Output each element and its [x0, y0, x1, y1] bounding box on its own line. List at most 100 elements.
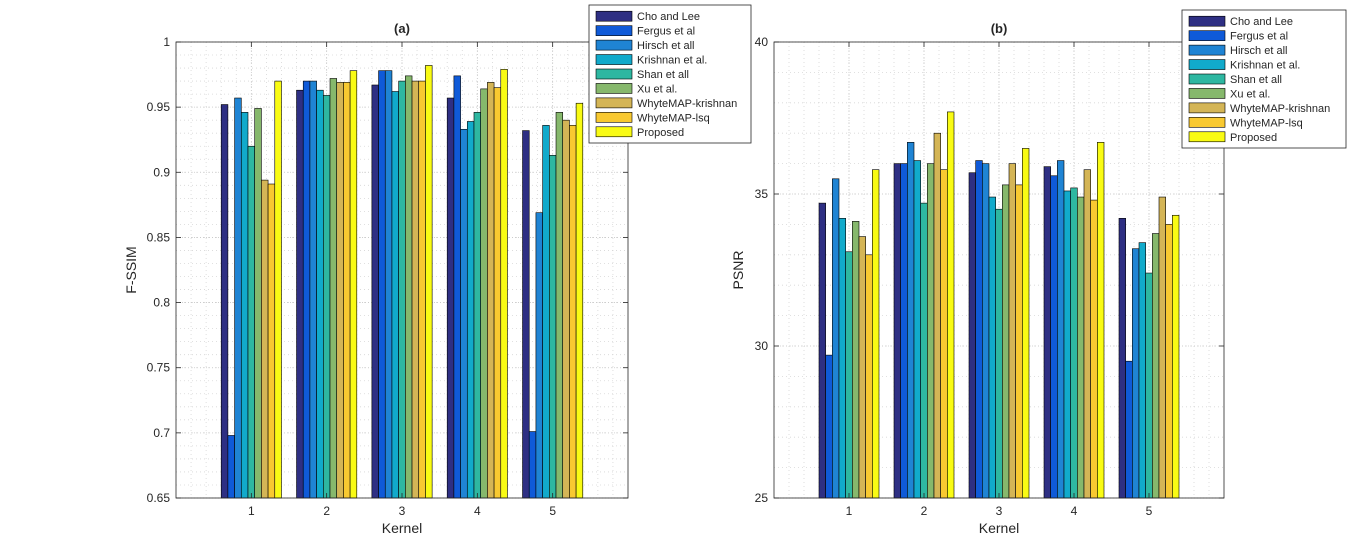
- legend-label: Cho and Lee: [1230, 16, 1293, 28]
- chart-b-xlabel: Kernel: [979, 520, 1019, 536]
- bar: [371, 84, 379, 499]
- bar: [323, 95, 331, 499]
- bar: [1118, 218, 1126, 499]
- bar: [309, 80, 317, 499]
- y-tick-label: 1: [163, 35, 170, 49]
- bar: [900, 163, 908, 499]
- bar: [907, 142, 915, 499]
- y-tick-label: 40: [755, 35, 769, 49]
- y-tick-label: 0.65: [147, 491, 171, 505]
- chart-b-title: (b): [991, 21, 1008, 36]
- legend-label: WhyteMAP-lsq: [637, 112, 710, 124]
- legend-label: Shan et all: [1230, 74, 1282, 86]
- y-tick-label: 30: [755, 339, 769, 353]
- x-tick-label: 2: [921, 504, 928, 518]
- y-tick-label: 0.75: [147, 361, 171, 375]
- chart-a-ylabel: F-SSIM: [123, 246, 139, 293]
- bar: [975, 160, 983, 499]
- y-tick-label: 0.95: [147, 100, 171, 114]
- bar: [378, 70, 386, 499]
- x-tick-label: 1: [248, 504, 255, 518]
- legend-label: Shan et all: [637, 69, 689, 81]
- bar: [528, 431, 537, 499]
- bar: [405, 75, 413, 499]
- bar: [240, 112, 249, 499]
- y-tick-label: 25: [755, 491, 769, 505]
- bar: [893, 163, 901, 499]
- legend-swatch: [1188, 131, 1226, 143]
- legend-swatch: [595, 10, 633, 22]
- bar: [845, 251, 853, 499]
- bar: [818, 202, 826, 499]
- bar: [872, 169, 880, 499]
- bar: [329, 78, 338, 499]
- chart-b-plot-area: 25 30 35 40 1 2 3 4 5: [755, 35, 1225, 518]
- bar: [349, 70, 358, 499]
- bar: [302, 80, 311, 499]
- bar: [418, 80, 426, 499]
- bar: [500, 69, 508, 499]
- bar: [1043, 166, 1051, 499]
- legend-label: Cho and Lee: [637, 11, 700, 23]
- x-tick-label: 4: [1071, 504, 1078, 518]
- bar: [398, 80, 406, 499]
- bar: [425, 65, 433, 499]
- bar: [522, 130, 530, 499]
- bar: [254, 108, 262, 499]
- chart-a-xlabel: Kernel: [382, 520, 422, 536]
- x-tick-label: 3: [996, 504, 1003, 518]
- legend-swatch: [1188, 44, 1226, 56]
- bar: [933, 132, 941, 499]
- y-tick-label: 0.9: [153, 165, 170, 179]
- bar: [858, 236, 866, 499]
- bar: [460, 128, 468, 499]
- bar: [838, 218, 846, 499]
- x-tick-label: 5: [1146, 504, 1153, 518]
- bar: [1050, 175, 1058, 499]
- bar: [913, 160, 921, 499]
- legend-label: Xu et al.: [1230, 88, 1270, 100]
- bar: [220, 104, 229, 499]
- y-tick-label: 0.85: [147, 230, 171, 244]
- x-tick-label: 1: [846, 504, 853, 518]
- bar: [316, 89, 324, 499]
- bar: [1002, 184, 1010, 499]
- y-tick-label: 0.8: [153, 296, 170, 310]
- bar: [1097, 142, 1105, 499]
- bar: [1152, 233, 1160, 499]
- bar: [569, 125, 577, 499]
- bar: [1063, 190, 1071, 499]
- legend-swatch: [1188, 30, 1226, 41]
- legend-swatch: [1188, 117, 1226, 128]
- legend-label: Proposed: [637, 127, 684, 139]
- bar: [227, 435, 235, 499]
- bar: [1008, 163, 1016, 499]
- legend-swatch: [1188, 15, 1226, 27]
- bar: [852, 221, 860, 499]
- legend-swatch: [1188, 59, 1226, 70]
- legend-label: Hirsch et all: [637, 40, 694, 52]
- legend-swatch: [595, 68, 633, 80]
- legend-label: Fergus et al: [1230, 31, 1288, 43]
- legend-label: Xu et al.: [637, 83, 677, 95]
- legend-label: Krishnan et al.: [637, 55, 707, 67]
- legend-swatch: [595, 54, 633, 65]
- bar: [825, 354, 833, 499]
- bar: [1132, 248, 1140, 499]
- legend-swatch: [595, 97, 633, 109]
- legend-label: WhyteMAP-krishnan: [1230, 103, 1330, 115]
- bar: [493, 87, 502, 499]
- bar: [832, 178, 840, 499]
- legend-label: Fergus et al: [637, 26, 695, 38]
- bar: [575, 102, 584, 499]
- bar: [549, 155, 557, 499]
- bar: [446, 97, 455, 499]
- legend-label: Hirsch et all: [1230, 45, 1287, 57]
- bar: [267, 183, 276, 499]
- legend-label: Proposed: [1230, 132, 1277, 144]
- bar: [1172, 214, 1180, 499]
- y-tick-label: 35: [755, 187, 769, 201]
- chart-b: 25 30 35 40 1 2 3 4 5 (b) Kernel PSNR Cho and Le…: [730, 9, 1347, 536]
- bar: [274, 80, 282, 499]
- bar: [555, 112, 564, 499]
